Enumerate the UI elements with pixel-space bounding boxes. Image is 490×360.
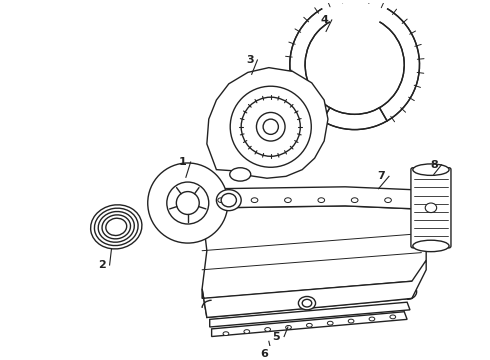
Polygon shape: [207, 68, 328, 178]
Ellipse shape: [241, 97, 300, 156]
Ellipse shape: [413, 240, 449, 252]
FancyBboxPatch shape: [411, 168, 451, 248]
Ellipse shape: [298, 297, 316, 310]
Ellipse shape: [256, 112, 285, 141]
Ellipse shape: [251, 198, 258, 203]
Ellipse shape: [223, 332, 229, 336]
Polygon shape: [202, 260, 426, 318]
Text: 1: 1: [179, 157, 187, 167]
Ellipse shape: [244, 330, 249, 333]
Polygon shape: [212, 312, 407, 337]
Ellipse shape: [98, 212, 134, 242]
Ellipse shape: [221, 193, 236, 207]
Ellipse shape: [369, 317, 375, 321]
Ellipse shape: [307, 323, 312, 327]
Ellipse shape: [106, 218, 127, 235]
Ellipse shape: [91, 205, 142, 249]
Ellipse shape: [351, 198, 358, 203]
Text: 4: 4: [320, 15, 328, 25]
Ellipse shape: [102, 215, 130, 239]
Ellipse shape: [95, 208, 138, 246]
Ellipse shape: [176, 192, 199, 215]
Text: 6: 6: [260, 349, 268, 359]
Ellipse shape: [230, 86, 311, 167]
Ellipse shape: [390, 315, 395, 319]
Ellipse shape: [425, 203, 437, 212]
Ellipse shape: [413, 164, 449, 175]
Polygon shape: [210, 302, 410, 327]
Text: 3: 3: [246, 55, 254, 65]
Ellipse shape: [286, 325, 292, 329]
Text: 5: 5: [272, 332, 280, 342]
Ellipse shape: [318, 198, 324, 203]
Ellipse shape: [385, 198, 392, 203]
Ellipse shape: [348, 319, 354, 323]
Text: 2: 2: [98, 260, 106, 270]
Ellipse shape: [230, 168, 251, 181]
Ellipse shape: [167, 182, 209, 224]
Ellipse shape: [217, 190, 241, 211]
Ellipse shape: [265, 328, 270, 331]
Ellipse shape: [285, 198, 291, 203]
Ellipse shape: [263, 119, 278, 134]
Polygon shape: [202, 205, 426, 318]
Ellipse shape: [302, 299, 312, 307]
Polygon shape: [196, 187, 421, 211]
Ellipse shape: [327, 321, 333, 325]
Polygon shape: [290, 0, 419, 121]
Text: 7: 7: [377, 171, 385, 181]
Text: 8: 8: [430, 160, 438, 170]
Ellipse shape: [148, 163, 228, 243]
Ellipse shape: [218, 198, 224, 203]
